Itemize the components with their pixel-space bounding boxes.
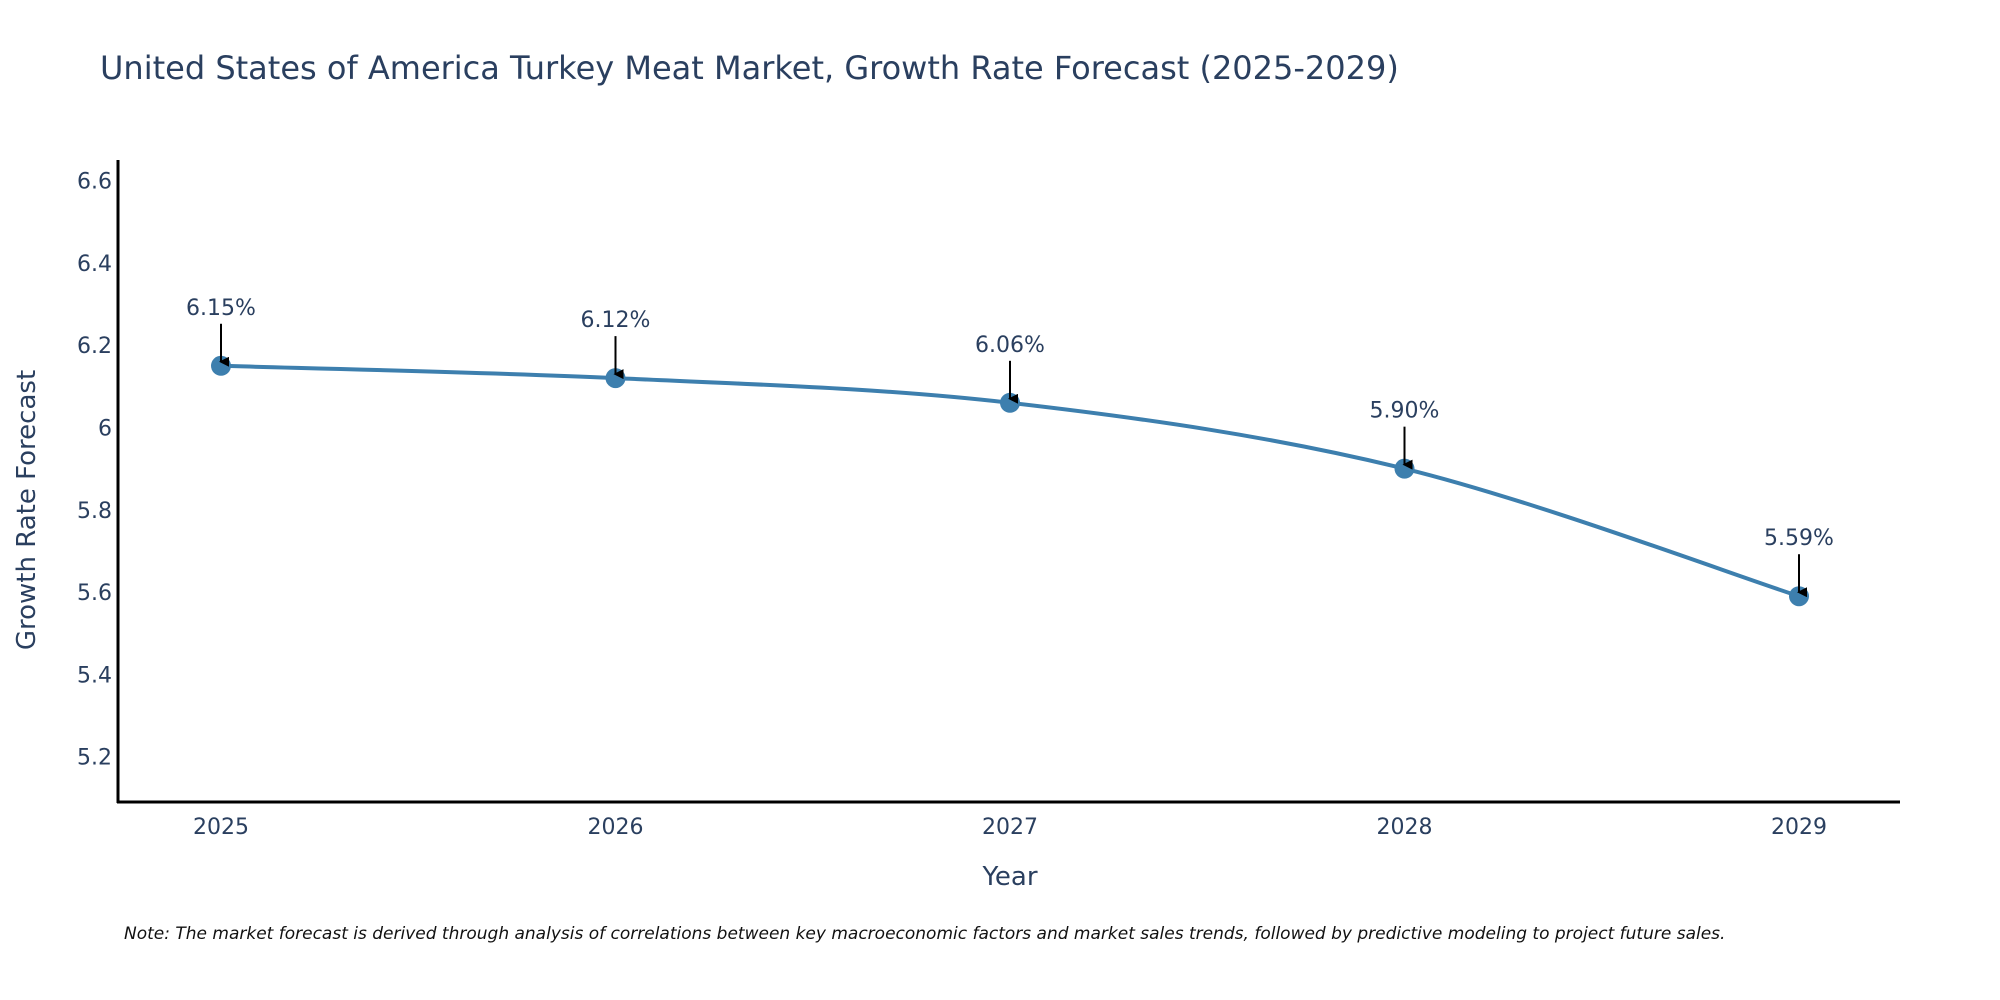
x-tick-label: 2028: [1377, 815, 1433, 840]
x-axis-title: Year: [981, 862, 1037, 892]
x-tick-label: 2027: [982, 815, 1038, 840]
y-tick-label: 5.2: [77, 746, 112, 771]
data-label: 6.15%: [186, 296, 256, 321]
footnote: Note: The market forecast is derived thr…: [124, 924, 1725, 944]
data-label: 6.06%: [975, 333, 1045, 358]
x-tick-label: 2029: [1771, 815, 1827, 840]
y-tick-label: 6.4: [77, 252, 112, 277]
chart-title: United States of America Turkey Meat Mar…: [100, 49, 1399, 87]
y-axis-ticks: 5.2 5.4 5.6 5.8 6 6.2 6.4 6.6: [77, 170, 112, 771]
y-tick-label: 5.4: [77, 663, 112, 688]
data-labels: 6.15% 6.12% 6.06% 5.90% 5.59%: [186, 296, 1834, 598]
x-axis-ticks: 2025 2026 2027 2028 2029: [193, 815, 1827, 840]
y-tick-label: 6: [98, 417, 112, 442]
data-label: 5.90%: [1370, 399, 1440, 424]
x-tick-label: 2025: [193, 815, 249, 840]
data-label: 6.12%: [581, 308, 651, 333]
x-tick-label: 2026: [588, 815, 644, 840]
y-tick-label: 6.6: [77, 170, 112, 195]
y-tick-label: 5.8: [77, 499, 112, 524]
y-tick-label: 5.6: [77, 581, 112, 606]
y-tick-label: 6.2: [77, 334, 112, 359]
data-label: 5.59%: [1764, 526, 1834, 551]
y-axis-title: Growth Rate Forecast: [12, 370, 42, 650]
